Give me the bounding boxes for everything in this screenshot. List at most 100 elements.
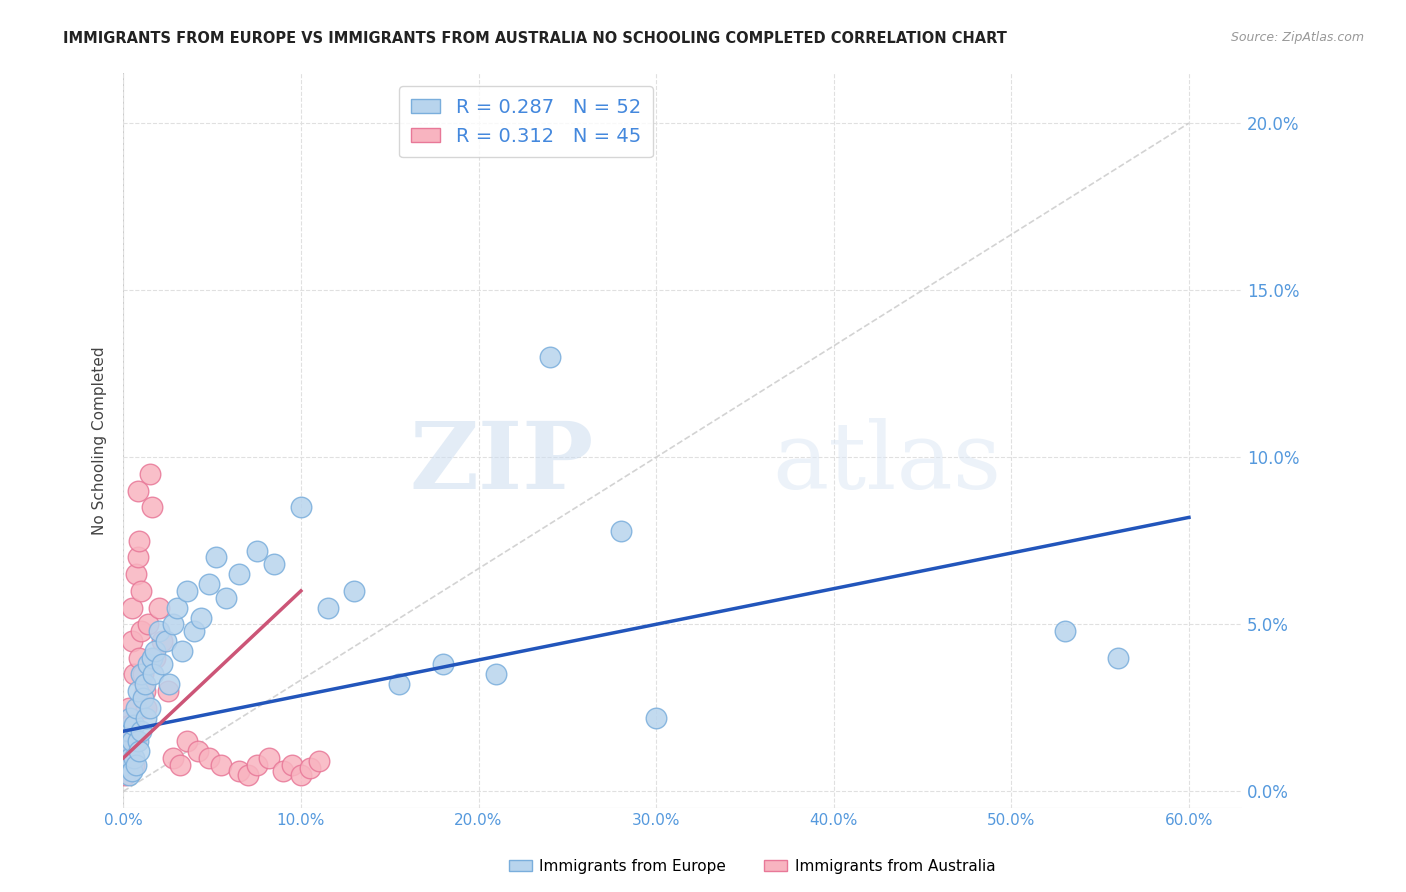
Point [148,624,170,638]
Point [134,684,156,698]
Point [139,701,162,715]
Point [135,701,157,715]
Point [148,600,170,615]
Point [120,717,142,731]
Point [197,751,219,765]
Point [162,617,184,632]
Point [1107,650,1129,665]
Point [136,657,159,672]
Point [169,757,191,772]
Point [120,711,142,725]
Point [432,657,454,672]
Point [143,650,166,665]
Point [127,550,149,565]
Point [129,724,152,739]
Point [122,667,145,681]
Point [121,600,143,615]
Point [209,757,232,772]
Point [128,533,150,548]
Point [114,744,136,758]
Point [125,567,148,582]
Point [150,657,173,672]
Point [245,543,267,558]
Point [236,767,259,781]
Point [117,701,139,715]
Point [156,684,179,698]
Point [183,624,205,638]
Point [645,711,668,725]
Point [538,350,561,364]
Point [187,744,209,758]
Point [115,757,138,772]
Point [245,757,267,772]
Legend: R = 0.287   N = 52, R = 0.312   N = 45: R = 0.287 N = 52, R = 0.312 N = 45 [399,87,652,157]
Point [139,467,162,481]
Point [125,734,148,748]
Point [120,751,142,765]
Point [1053,624,1076,638]
Point [132,690,155,705]
Point [204,550,226,565]
Point [485,667,508,681]
Point [281,757,304,772]
Point [117,734,139,748]
Point [114,767,136,781]
Point [141,650,163,665]
Point [129,667,152,681]
Point [129,624,152,638]
Point [190,610,212,624]
Point [162,751,184,765]
Text: ZIP: ZIP [409,417,593,508]
Point [122,717,145,731]
Point [129,583,152,598]
Point [127,684,149,698]
Point [159,677,181,691]
Point [197,577,219,591]
Point [141,500,163,515]
Point [122,751,145,765]
Point [263,557,285,571]
Point [125,757,148,772]
Text: IMMIGRANTS FROM EUROPE VS IMMIGRANTS FROM AUSTRALIA NO SCHOOLING COMPLETED CORRE: IMMIGRANTS FROM EUROPE VS IMMIGRANTS FRO… [63,31,1007,46]
Text: atlas: atlas [772,417,1001,508]
Point [298,761,321,775]
Point [121,734,143,748]
Point [387,677,409,691]
Point [134,677,156,691]
Point [176,583,198,598]
Point [170,644,193,658]
Point [125,701,148,715]
Point [215,591,238,605]
Point [609,524,631,538]
Point [308,754,330,768]
Point [316,600,339,615]
Point [150,634,173,648]
Point [115,724,138,739]
Text: Source: ZipAtlas.com: Source: ZipAtlas.com [1230,31,1364,45]
Legend: Immigrants from Europe, Immigrants from Australia: Immigrants from Europe, Immigrants from … [503,853,1001,880]
Y-axis label: No Schooling Completed: No Schooling Completed [93,346,107,535]
Point [132,667,155,681]
Point [135,711,157,725]
Point [143,644,166,658]
Point [121,634,143,648]
Point [114,757,136,772]
Point [176,734,198,748]
Point [115,744,138,758]
Point [166,600,188,615]
Point [128,650,150,665]
Point [257,751,280,765]
Point [155,634,177,648]
Point [117,724,139,739]
Point [142,667,165,681]
Point [128,744,150,758]
Point [290,500,312,515]
Point [228,764,250,779]
Point [121,764,143,779]
Point [122,757,145,772]
Point [290,767,312,781]
Point [136,617,159,632]
Point [127,483,149,498]
Point [228,567,250,582]
Point [127,734,149,748]
